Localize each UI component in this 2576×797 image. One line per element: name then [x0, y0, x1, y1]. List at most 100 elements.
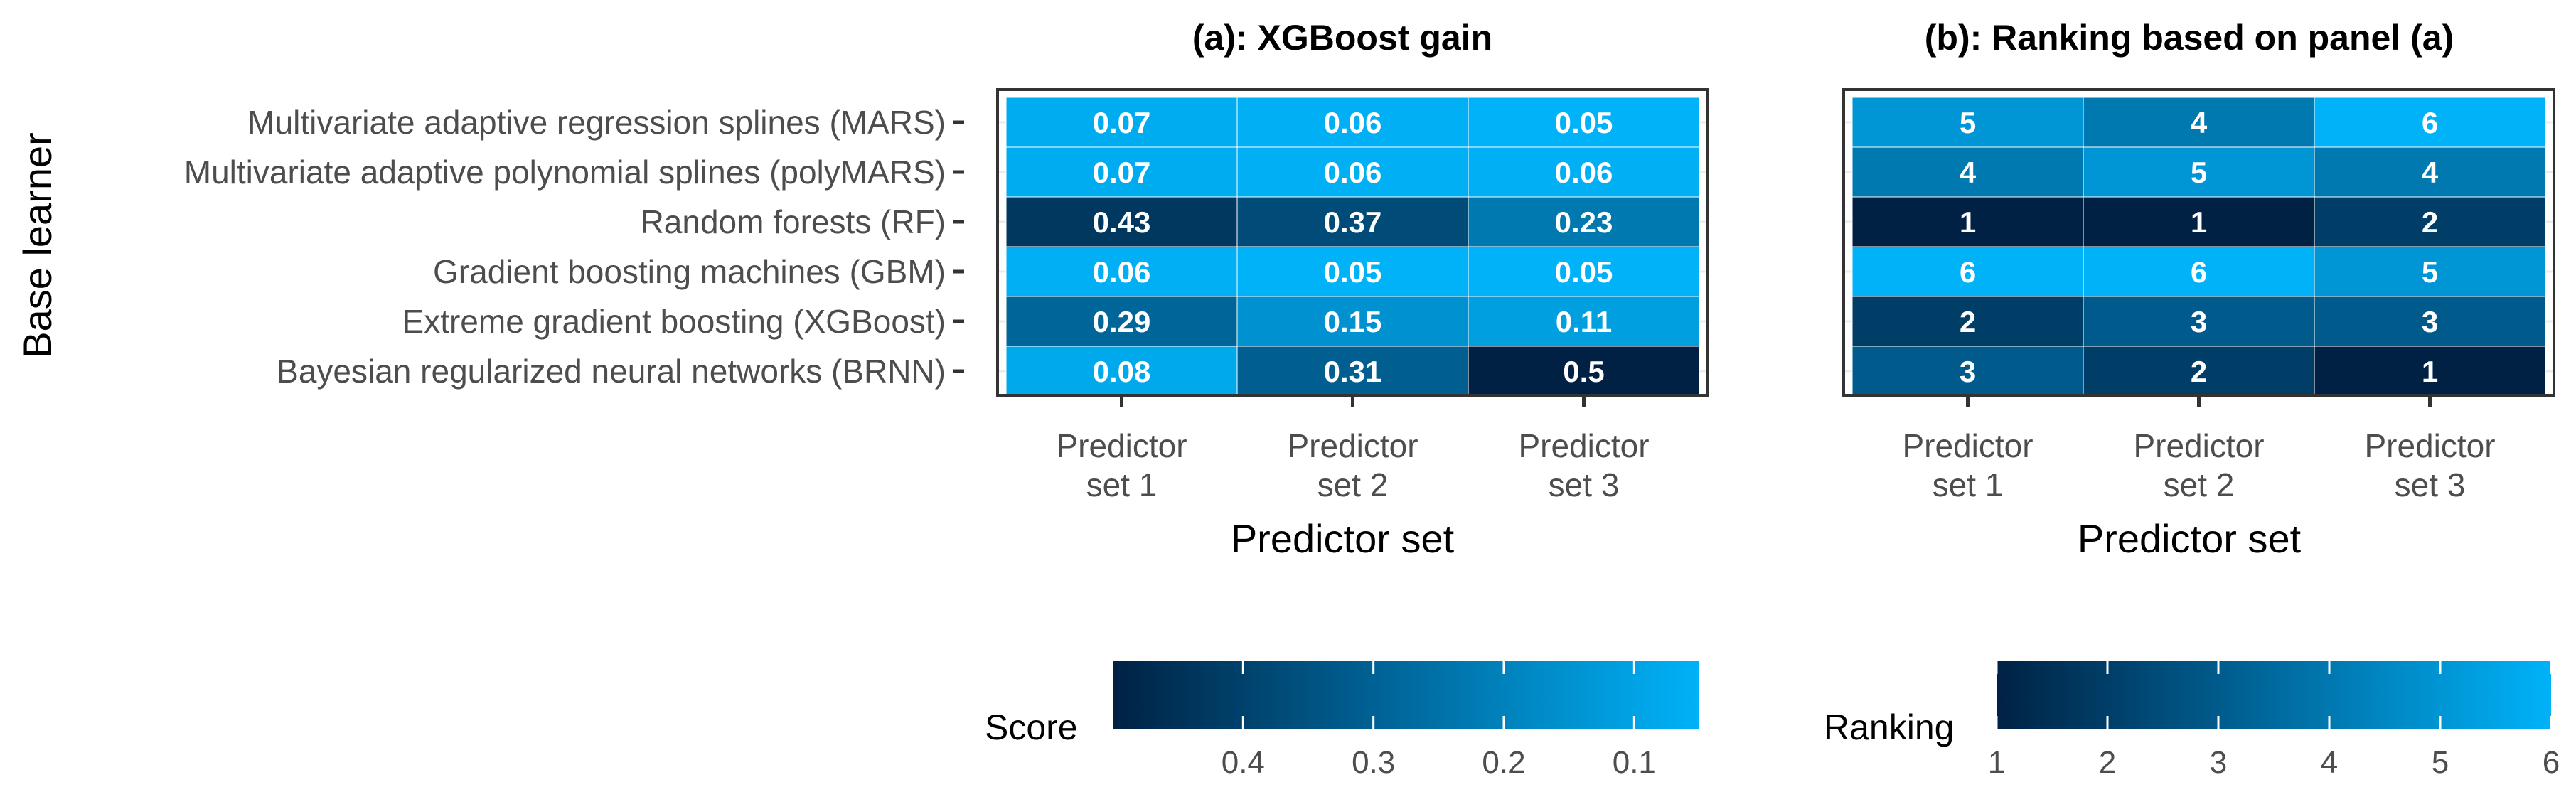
heatmap-cell — [1236, 146, 1469, 198]
panel-a-x-axis-title: Predictor set — [1231, 516, 1455, 561]
row-label: Extreme gradient boosting (XGBoost) — [402, 303, 946, 340]
cell-value-label: 0.31 — [1324, 355, 1382, 388]
x-tick-label: Predictor set 2 — [2133, 427, 2264, 503]
cell-value-label: 0.08 — [1093, 355, 1151, 388]
heatmap-cell — [1236, 296, 1469, 347]
heatmap-cell — [1468, 346, 1700, 397]
cell-value-label: 1 — [1960, 205, 1976, 239]
heatmap-cell — [2314, 346, 2546, 397]
panel-b-heatmap: 5 4 6 4 5 4 1 1 2 6 6 5 2 3 3 3 2 1 Predictor set 1 Predicto… — [1842, 88, 2555, 503]
cell-value-label: 0.29 — [1093, 305, 1151, 338]
x-tick-label: Predictor set 2 — [1287, 427, 1418, 503]
cell-value-label: 0.05 — [1555, 255, 1613, 289]
heatmap-cell — [1468, 246, 1700, 297]
legend-tick-label: 5 — [2432, 745, 2449, 780]
heatmap-cell — [1236, 97, 1469, 148]
legend-tick-label: 1 — [1988, 745, 2005, 780]
legend-tick-label: 0.1 — [1613, 745, 1656, 780]
x-tick-label: Predictor set 1 — [1056, 427, 1187, 503]
cell-value-label: 0.07 — [1093, 156, 1151, 189]
heatmap-cell — [2083, 346, 2315, 397]
heatmap-cell — [1005, 97, 1238, 148]
legend-tick-label: 4 — [2321, 745, 2338, 780]
x-tick-label: Predictor set 3 — [1518, 427, 1649, 503]
heatmap-cell — [2314, 296, 2546, 347]
cell-value-label: 0.05 — [1324, 255, 1382, 289]
heatmap-cell — [1851, 346, 2084, 397]
cell-value-label: 0.05 — [1555, 106, 1613, 139]
cell-value-label: 0.07 — [1093, 106, 1151, 139]
cell-value-label: 0.06 — [1324, 156, 1382, 189]
cell-value-label: 0.06 — [1324, 106, 1382, 139]
heatmap-cell — [2083, 97, 2315, 148]
cell-value-label: 0.06 — [1555, 156, 1613, 189]
cell-value-label: 0.5 — [1563, 355, 1604, 388]
row-label: Multivariate adaptive regression splines… — [247, 104, 946, 141]
cell-value-label: 0.43 — [1093, 205, 1151, 239]
cell-value-label: 1 — [2422, 355, 2438, 388]
row-label: Multivariate adaptive polynomial splines… — [184, 154, 946, 191]
heatmap-cell — [1236, 246, 1469, 297]
cell-value-label: 6 — [2422, 106, 2438, 139]
cell-value-label: 0.37 — [1324, 205, 1382, 239]
legend-colorbar — [1113, 661, 1699, 729]
heatmap-cell — [1236, 196, 1469, 247]
cell-value-label: 4 — [2422, 156, 2439, 189]
heatmap-cell — [1005, 146, 1238, 198]
heatmap-cell — [2314, 97, 2546, 148]
cell-value-label: 5 — [1960, 106, 1976, 139]
panel-b-x-axis-title: Predictor set — [2078, 516, 2302, 561]
x-tick-label: Predictor set 1 — [1902, 427, 2033, 503]
heatmap-cell — [2083, 146, 2315, 198]
cell-value-label: 6 — [1960, 255, 1976, 289]
cell-value-label: 6 — [2191, 255, 2207, 289]
panel-a-heatmap: 0.07 0.06 0.05 0.07 0.06 0.06 0.43 0.37 0.23 0.06… — [996, 88, 1709, 503]
heatmap-cell — [2314, 146, 2546, 198]
heatmap-cell — [2314, 246, 2546, 297]
heatmap-cell — [2083, 196, 2315, 247]
heatmap-cell — [1851, 296, 2084, 347]
ranking-legend: 1 2 3 4 5 6 — [1988, 661, 2560, 780]
cell-value-label: 5 — [2422, 255, 2438, 289]
cell-value-label: 0.06 — [1093, 255, 1151, 289]
heatmap-cell — [1468, 196, 1700, 247]
heatmap-cell — [1851, 146, 2084, 198]
heatmap-cell — [1005, 346, 1238, 397]
cell-value-label: 2 — [2191, 355, 2207, 388]
heatmap-cell — [1005, 246, 1238, 297]
legend-tick-label: 3 — [2210, 745, 2227, 780]
cell-value-label: 3 — [2422, 305, 2438, 338]
cell-value-label: 1 — [2191, 205, 2207, 239]
heatmap-cell — [1005, 196, 1238, 247]
score-legend: 0.4 0.3 0.2 0.1 — [1113, 661, 1699, 780]
legend-tick-label: 0.3 — [1352, 745, 1395, 780]
heatmap-cell — [2083, 296, 2315, 347]
cell-value-label: 2 — [1960, 305, 1976, 338]
legend-tick-label: 0.2 — [1482, 745, 1525, 780]
cell-value-label: 4 — [1960, 156, 1977, 189]
heatmap-cell — [1236, 346, 1469, 397]
x-tick-label: Predictor set 3 — [2364, 427, 2495, 503]
legend-tick-label: 6 — [2543, 745, 2560, 780]
cell-value-label: 0.23 — [1555, 205, 1613, 239]
heatmap-cell — [2314, 196, 2546, 247]
cell-value-label: 2 — [2422, 205, 2438, 239]
cell-value-label: 4 — [2191, 106, 2208, 139]
panel-a-title: (a): XGBoost gain — [1192, 18, 1492, 58]
cell-value-label: 3 — [2191, 305, 2207, 338]
legend-colorbar — [1997, 661, 2551, 729]
panel-b-title: (b): Ranking based on panel (a) — [1925, 18, 2454, 58]
y-axis-title: Base learner — [15, 132, 60, 358]
cell-value-label: 0.15 — [1324, 305, 1382, 338]
cell-value-label: 5 — [2191, 156, 2207, 189]
score-legend-title: Score — [985, 707, 1078, 747]
legend-tick-label: 0.4 — [1222, 745, 1265, 780]
heatmap-cell — [1851, 196, 2084, 247]
row-label: Gradient boosting machines (GBM) — [433, 253, 946, 290]
cell-value-label: 0.11 — [1556, 305, 1612, 338]
row-labels: Multivariate adaptive regression splines… — [184, 104, 964, 390]
ranking-legend-title: Ranking — [1824, 707, 1954, 747]
cell-value-label: 3 — [1960, 355, 1976, 388]
row-label: Bayesian regularized neural networks (BR… — [277, 353, 946, 390]
